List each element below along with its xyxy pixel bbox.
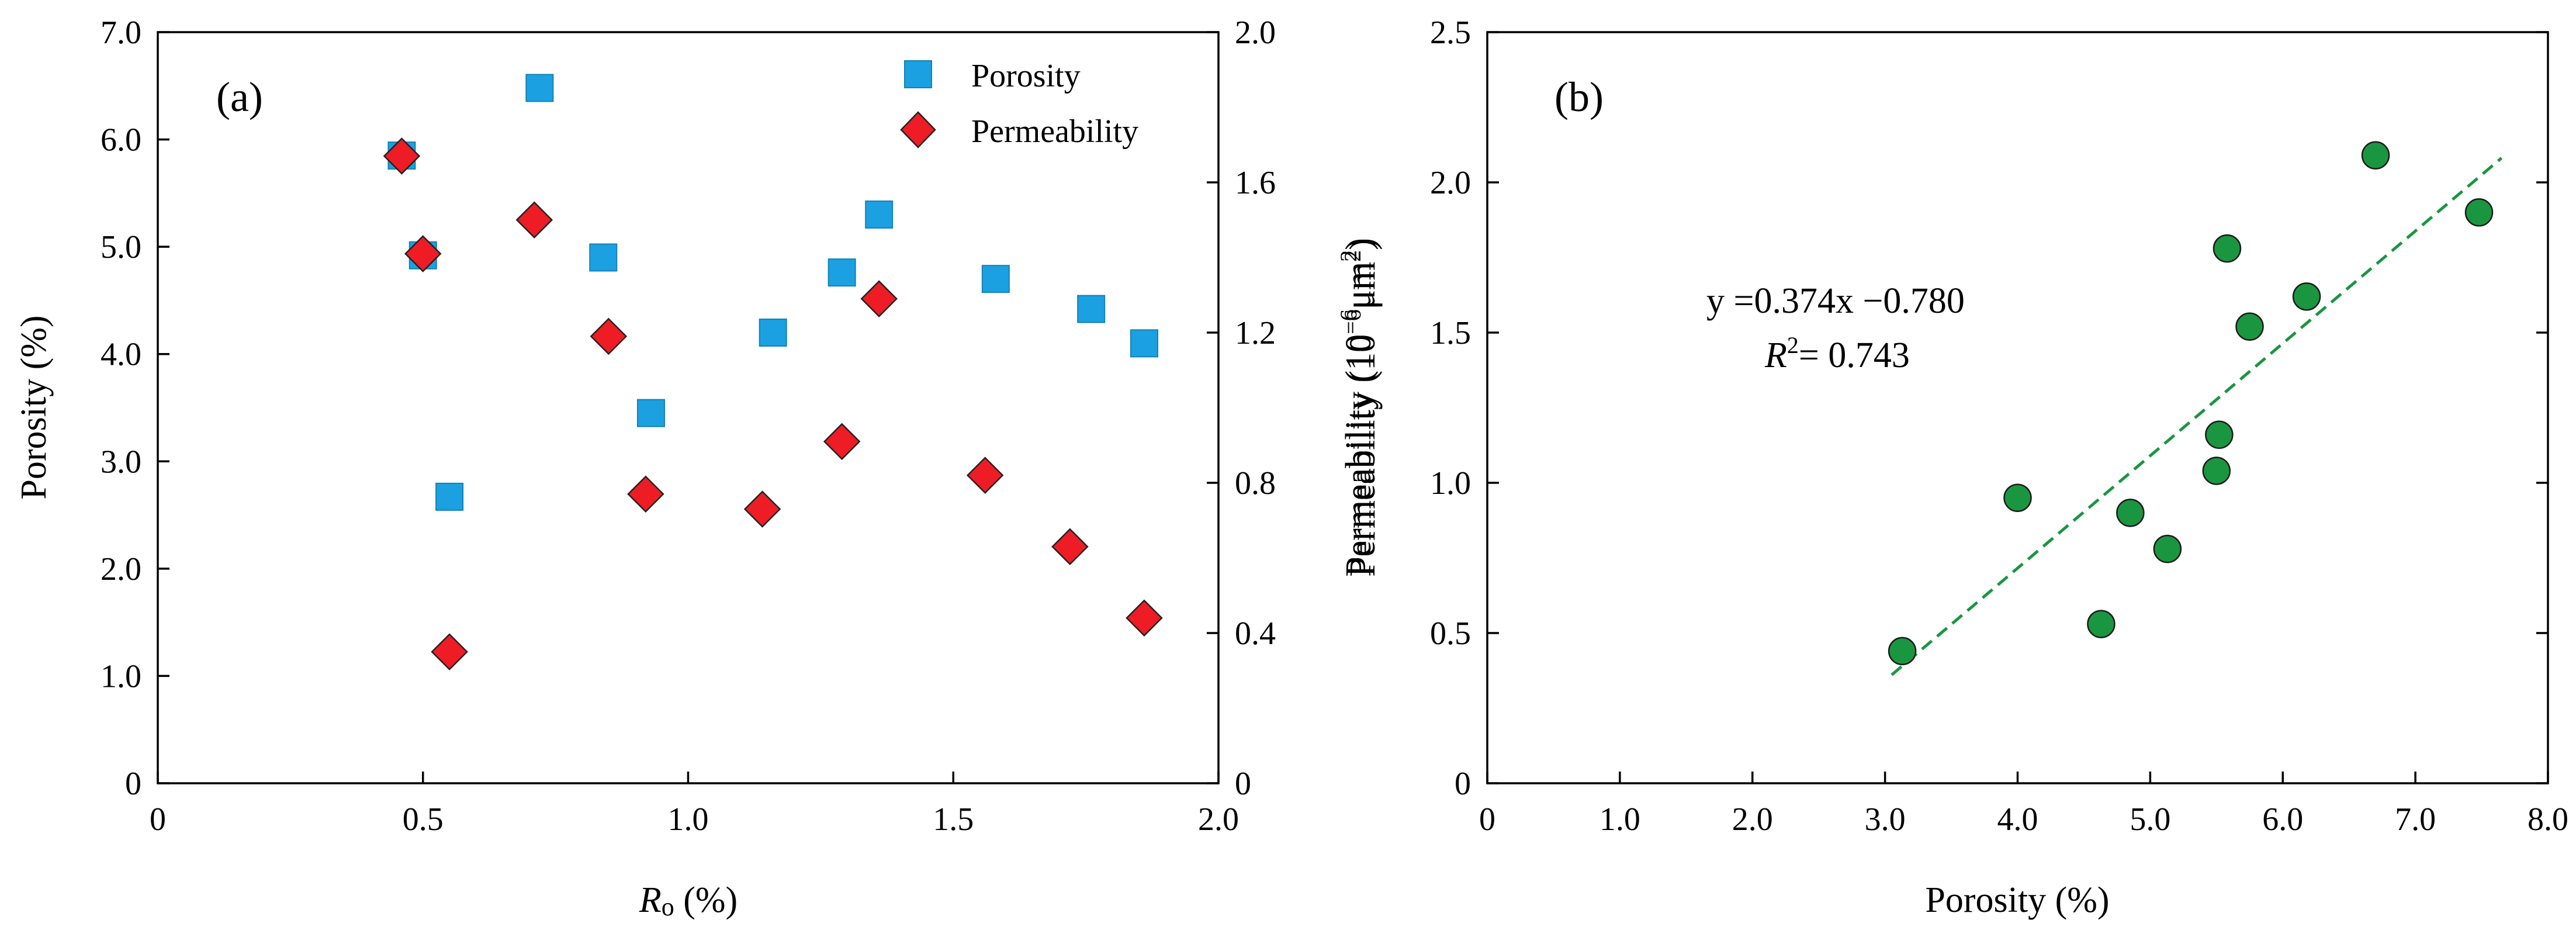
permeability-point bbox=[1051, 528, 1089, 565]
chart-a-x-label: Ro (%) bbox=[639, 880, 738, 921]
x-tick-label: 7.0 bbox=[2395, 801, 2436, 838]
legend-porosity-marker bbox=[904, 60, 932, 88]
y2-tick-label: 1.6 bbox=[1235, 165, 1276, 201]
legend-permeability-label: Permeability bbox=[971, 113, 1138, 150]
x-tick-label: 4.0 bbox=[1997, 801, 2038, 838]
porosity-point bbox=[865, 200, 894, 229]
x-tick-label: 0.5 bbox=[403, 801, 444, 838]
porosity-point bbox=[827, 258, 856, 287]
porosity-point bbox=[981, 265, 1010, 293]
chart-a-points bbox=[383, 74, 1163, 670]
chart-b-ticks bbox=[1486, 31, 2549, 784]
x-tick-label: 0 bbox=[150, 801, 166, 838]
chart-b-frame bbox=[1486, 31, 2549, 784]
y-tick-label: 0 bbox=[1455, 766, 1471, 802]
permeability-point bbox=[590, 317, 628, 355]
chart-a-y2-tick-labels: 0 0.4 0.8 1.2 1.6 2.0 bbox=[1235, 15, 1276, 802]
sample-point bbox=[2003, 483, 2032, 512]
sample-point bbox=[2116, 499, 2145, 527]
chart-b-points bbox=[1888, 141, 2494, 666]
legend-permeability-marker bbox=[900, 111, 936, 148]
y2-tick-label: 0.8 bbox=[1235, 465, 1276, 502]
sample-point bbox=[2292, 282, 2321, 311]
sample-point bbox=[2087, 610, 2115, 638]
x-tick-label: 2.0 bbox=[1198, 801, 1239, 838]
permeability-point bbox=[515, 201, 553, 239]
y2-tick-label: 2.0 bbox=[1235, 15, 1276, 51]
y-tick-label: 6.0 bbox=[101, 122, 141, 158]
chart-b-x-tick-labels: 0 1.0 2.0 3.0 4.0 5.0 6.0 7.0 8.0 bbox=[1479, 801, 2568, 838]
sample-point bbox=[2202, 457, 2231, 485]
y2-tick-label: 1.2 bbox=[1235, 315, 1276, 351]
chart-a-y-label: Porosity (%) bbox=[14, 315, 54, 499]
permeability-point bbox=[743, 490, 781, 528]
y-tick-label: 1.5 bbox=[1430, 315, 1471, 351]
chart-a-x-tick-labels: 0 0.5 1.0 1.5 2.0 bbox=[150, 801, 1239, 838]
sample-point bbox=[2464, 198, 2494, 227]
sample-point bbox=[2153, 534, 2182, 563]
permeability-point bbox=[404, 235, 442, 272]
porosity-point bbox=[1077, 295, 1106, 323]
chart-a-panel-label: (a) bbox=[216, 74, 263, 120]
y2-tick-label: 0 bbox=[1235, 766, 1251, 802]
x-tick-label: 0 bbox=[1479, 801, 1495, 838]
y-tick-label: 7.0 bbox=[101, 15, 141, 51]
chart-b-panel-label: (b) bbox=[1554, 74, 1604, 120]
x-tick-label: 1.5 bbox=[933, 801, 974, 838]
permeability-point bbox=[431, 633, 468, 670]
sample-point bbox=[2235, 312, 2264, 341]
permeability-point bbox=[966, 457, 1004, 494]
y-tick-label: 1.0 bbox=[101, 658, 141, 694]
chart-b-y-tick-labels: 0 0.5 1.0 1.5 2.0 2.5 bbox=[1430, 15, 1471, 802]
chart-b-r2: R2= 0.743 bbox=[1764, 332, 1910, 375]
sample-point bbox=[2213, 234, 2242, 263]
y-tick-label: 5.0 bbox=[101, 229, 141, 265]
sample-point bbox=[2205, 420, 2234, 449]
chart-a-legend: Porosity Permeability bbox=[900, 58, 1138, 150]
x-tick-label: 6.0 bbox=[2262, 801, 2303, 838]
chart-b-fit-equation: y =0.374x −0.780 bbox=[1706, 281, 1965, 321]
x-tick-label: 1.0 bbox=[668, 801, 709, 838]
y-tick-label: 2.0 bbox=[101, 551, 141, 587]
porosity-point bbox=[1130, 329, 1158, 358]
porosity-point bbox=[525, 74, 554, 102]
x-tick-label: 8.0 bbox=[2527, 801, 2568, 838]
chart-a-y-tick-labels: 0 1.0 2.0 3.0 4.0 5.0 6.0 7.0 bbox=[101, 15, 141, 802]
y2-tick-label: 0.4 bbox=[1235, 615, 1276, 652]
porosity-point bbox=[435, 482, 464, 511]
x-tick-label: 5.0 bbox=[2130, 801, 2170, 838]
permeability-point bbox=[860, 280, 898, 317]
y-tick-label: 0.5 bbox=[1430, 615, 1471, 652]
sample-point bbox=[1888, 637, 1917, 666]
y-tick-label: 0 bbox=[125, 766, 141, 802]
y-tick-label: 1.0 bbox=[1430, 465, 1471, 502]
x-tick-label: 2.0 bbox=[1732, 801, 1773, 838]
chart-b-x-label: Porosity (%) bbox=[1925, 880, 2109, 920]
permeability-point bbox=[383, 137, 421, 175]
porosity-point bbox=[589, 243, 618, 272]
porosity-point bbox=[759, 319, 787, 347]
chart-a-ticks bbox=[157, 31, 1220, 784]
chart-a-y2-label: Permeability (10−6μm2) bbox=[1339, 238, 1383, 577]
sample-point bbox=[2361, 141, 2390, 170]
chart-b: 0 1.0 2.0 3.0 4.0 5.0 6.0 7.0 8.0 0 0.5 1.0 1.5 2.0 2… bbox=[1335, 15, 2568, 920]
y-tick-label: 2.5 bbox=[1430, 15, 1471, 51]
chart-b-y-label-text: Permeability (10−6μm2) bbox=[1335, 238, 1379, 577]
y-tick-label: 4.0 bbox=[101, 337, 141, 373]
permeability-point bbox=[823, 423, 861, 461]
y-tick-label: 2.0 bbox=[1430, 165, 1471, 201]
permeability-point bbox=[627, 475, 664, 513]
chart-a: 0 0.5 1.0 1.5 2.0 0 1.0 2.0 3.0 4.0 5.0 6.0 7.0 0 0.… bbox=[14, 15, 1383, 921]
x-tick-label: 1.0 bbox=[1599, 801, 1640, 838]
x-tick-label: 3.0 bbox=[1865, 801, 1906, 838]
chart-b-fit-line bbox=[1891, 157, 2503, 676]
permeability-point bbox=[1126, 599, 1163, 637]
legend-porosity-label: Porosity bbox=[971, 58, 1081, 94]
porosity-point bbox=[636, 399, 665, 427]
y-tick-label: 3.0 bbox=[101, 444, 141, 480]
